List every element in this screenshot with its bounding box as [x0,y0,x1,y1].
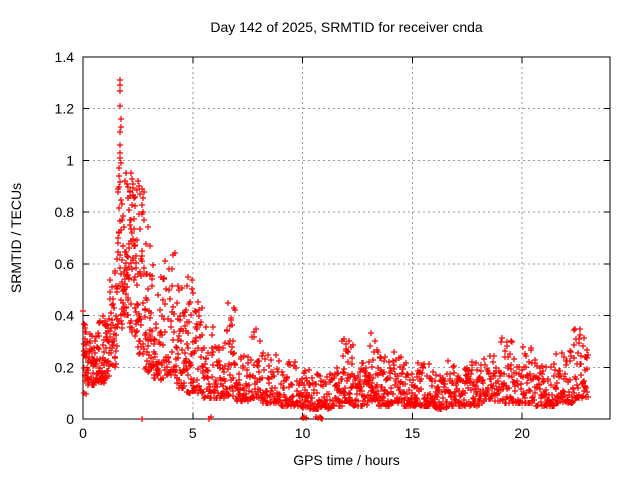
y-tick-label: 0.6 [55,256,75,272]
plot-border [82,56,611,420]
y-tick-label: 1 [66,152,74,168]
y-tick-label: 1.4 [55,49,75,65]
x-tick-label: 20 [514,425,530,441]
x-tick-label: 15 [405,425,421,441]
chart-title: Day 142 of 2025, SRMTID for receiver cnd… [210,19,483,35]
y-tick-label: 1.2 [55,101,75,117]
y-tick-label: 0.2 [55,359,75,375]
scatter-points [80,77,591,422]
y-tick-label: 0.4 [55,308,75,324]
grid-lines [83,57,610,419]
x-tick-label: 0 [79,425,87,441]
x-tick-label: 10 [295,425,311,441]
y-tick-label: 0.8 [55,204,75,220]
x-axis-label: GPS time / hours [293,452,400,468]
y-tick-label: 0 [66,411,74,427]
x-tick-label: 5 [189,425,197,441]
